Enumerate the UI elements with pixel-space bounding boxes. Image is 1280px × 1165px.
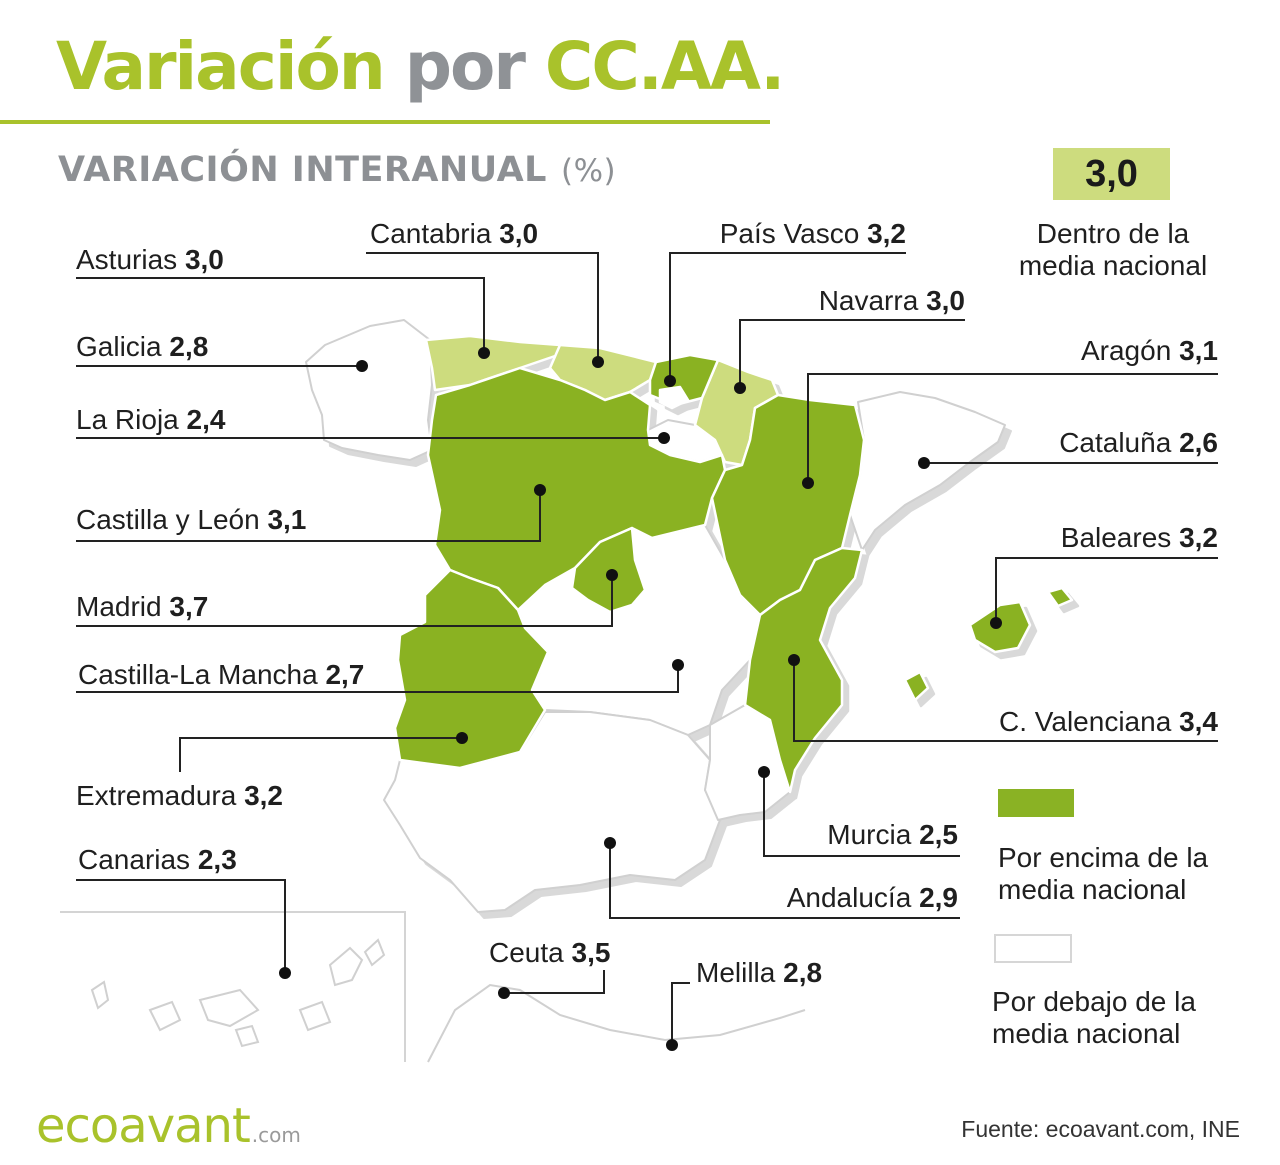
title-part-3: CC.AA. bbox=[544, 28, 785, 105]
canarias-inset bbox=[60, 911, 406, 1062]
region-cataluna bbox=[849, 391, 1006, 551]
dot-murcia bbox=[758, 766, 770, 778]
dot-castilla-leon bbox=[534, 484, 546, 496]
label-cataluna: Cataluña 2,6 bbox=[1059, 427, 1218, 458]
dot-extremadura bbox=[456, 732, 468, 744]
dot-la-rioja bbox=[658, 432, 670, 444]
dot-canarias bbox=[279, 967, 291, 979]
label-cantabria: Cantabria 3,0 bbox=[370, 218, 539, 249]
legend-national-value: 3,0 bbox=[1053, 148, 1170, 200]
legend-swatch-below bbox=[994, 934, 1072, 963]
subtitle-unit: (%) bbox=[560, 153, 617, 189]
label-madrid: Madrid 3,7 bbox=[76, 591, 209, 622]
label-la-rioja: La Rioja 2,4 bbox=[76, 404, 226, 435]
logo-suffix: .com bbox=[251, 1123, 301, 1147]
subtitle: VARIACIÓN INTERANUAL (%) bbox=[58, 150, 616, 190]
dot-c-valenciana bbox=[788, 654, 800, 666]
ecoavant-logo: ecoavant .com bbox=[36, 1098, 301, 1154]
region-baleares-menorca bbox=[1046, 586, 1074, 608]
region-c-valenciana bbox=[743, 546, 864, 794]
dot-castilla-la-mancha bbox=[672, 659, 684, 671]
title-part-2: por bbox=[404, 28, 526, 105]
dot-madrid bbox=[606, 569, 618, 581]
dot-baleares bbox=[990, 617, 1002, 629]
dot-andalucia bbox=[604, 837, 616, 849]
legend-within-label: Dentro de la media nacional bbox=[1018, 218, 1208, 281]
label-andalucia: Andalucía 2,9 bbox=[786, 882, 958, 913]
north-africa-coast bbox=[427, 983, 806, 1063]
dot-cantabria bbox=[592, 356, 604, 368]
title-part-1: Variación bbox=[56, 28, 386, 105]
logo-brand: ecoavant bbox=[36, 1098, 251, 1154]
page-title: Variación por CC.AA. bbox=[56, 24, 785, 110]
leader-lines bbox=[76, 252, 1218, 1045]
label-galicia: Galicia 2,8 bbox=[76, 331, 209, 362]
label-melilla: Melilla 2,8 bbox=[696, 957, 823, 988]
label-pais-vasco: País Vasco 3,2 bbox=[719, 218, 906, 249]
legend-below-label: Por debajo de la media nacional bbox=[992, 986, 1196, 1049]
dot-navarra bbox=[734, 382, 746, 394]
label-navarra: Navarra 3,0 bbox=[818, 285, 965, 316]
label-extremadura: Extremadura 3,2 bbox=[76, 780, 284, 811]
dot-cataluna bbox=[918, 457, 930, 469]
region-castilla-leon bbox=[426, 366, 727, 612]
dot-ceuta bbox=[498, 987, 510, 999]
label-ceuta: Ceuta 3,5 bbox=[489, 937, 611, 968]
region-andalucia bbox=[383, 711, 721, 913]
region-dots bbox=[279, 347, 1002, 1051]
region-extremadura bbox=[393, 568, 550, 770]
source-note: Fuente: ecoavant.com, INE bbox=[961, 1116, 1240, 1142]
region-baleares-ibiza bbox=[903, 670, 930, 702]
legend-above-label: Por encima de la media nacional bbox=[998, 842, 1209, 905]
dot-aragon bbox=[802, 477, 814, 489]
title-underline bbox=[0, 120, 770, 124]
region-pais-vasco-enclave bbox=[658, 385, 690, 410]
dot-pais-vasco bbox=[664, 375, 676, 387]
label-baleares: Baleares 3,2 bbox=[1060, 522, 1218, 553]
label-murcia: Murcia 2,5 bbox=[827, 819, 958, 850]
label-c-valenciana: C. Valenciana 3,4 bbox=[999, 706, 1218, 737]
subtitle-main: VARIACIÓN INTERANUAL bbox=[58, 150, 547, 190]
label-asturias: Asturias 3,0 bbox=[76, 244, 224, 275]
dot-galicia bbox=[356, 360, 368, 372]
dot-melilla bbox=[666, 1039, 678, 1051]
label-aragon: Aragón 3,1 bbox=[1080, 335, 1218, 366]
label-castilla-leon: Castilla y León 3,1 bbox=[76, 504, 307, 535]
dot-asturias bbox=[478, 347, 490, 359]
label-castilla-la-mancha: Castilla-La Mancha 2,7 bbox=[78, 659, 365, 690]
label-canarias: Canarias 2,3 bbox=[78, 844, 237, 875]
legend-swatch-above bbox=[998, 789, 1074, 817]
region-madrid bbox=[570, 526, 647, 614]
